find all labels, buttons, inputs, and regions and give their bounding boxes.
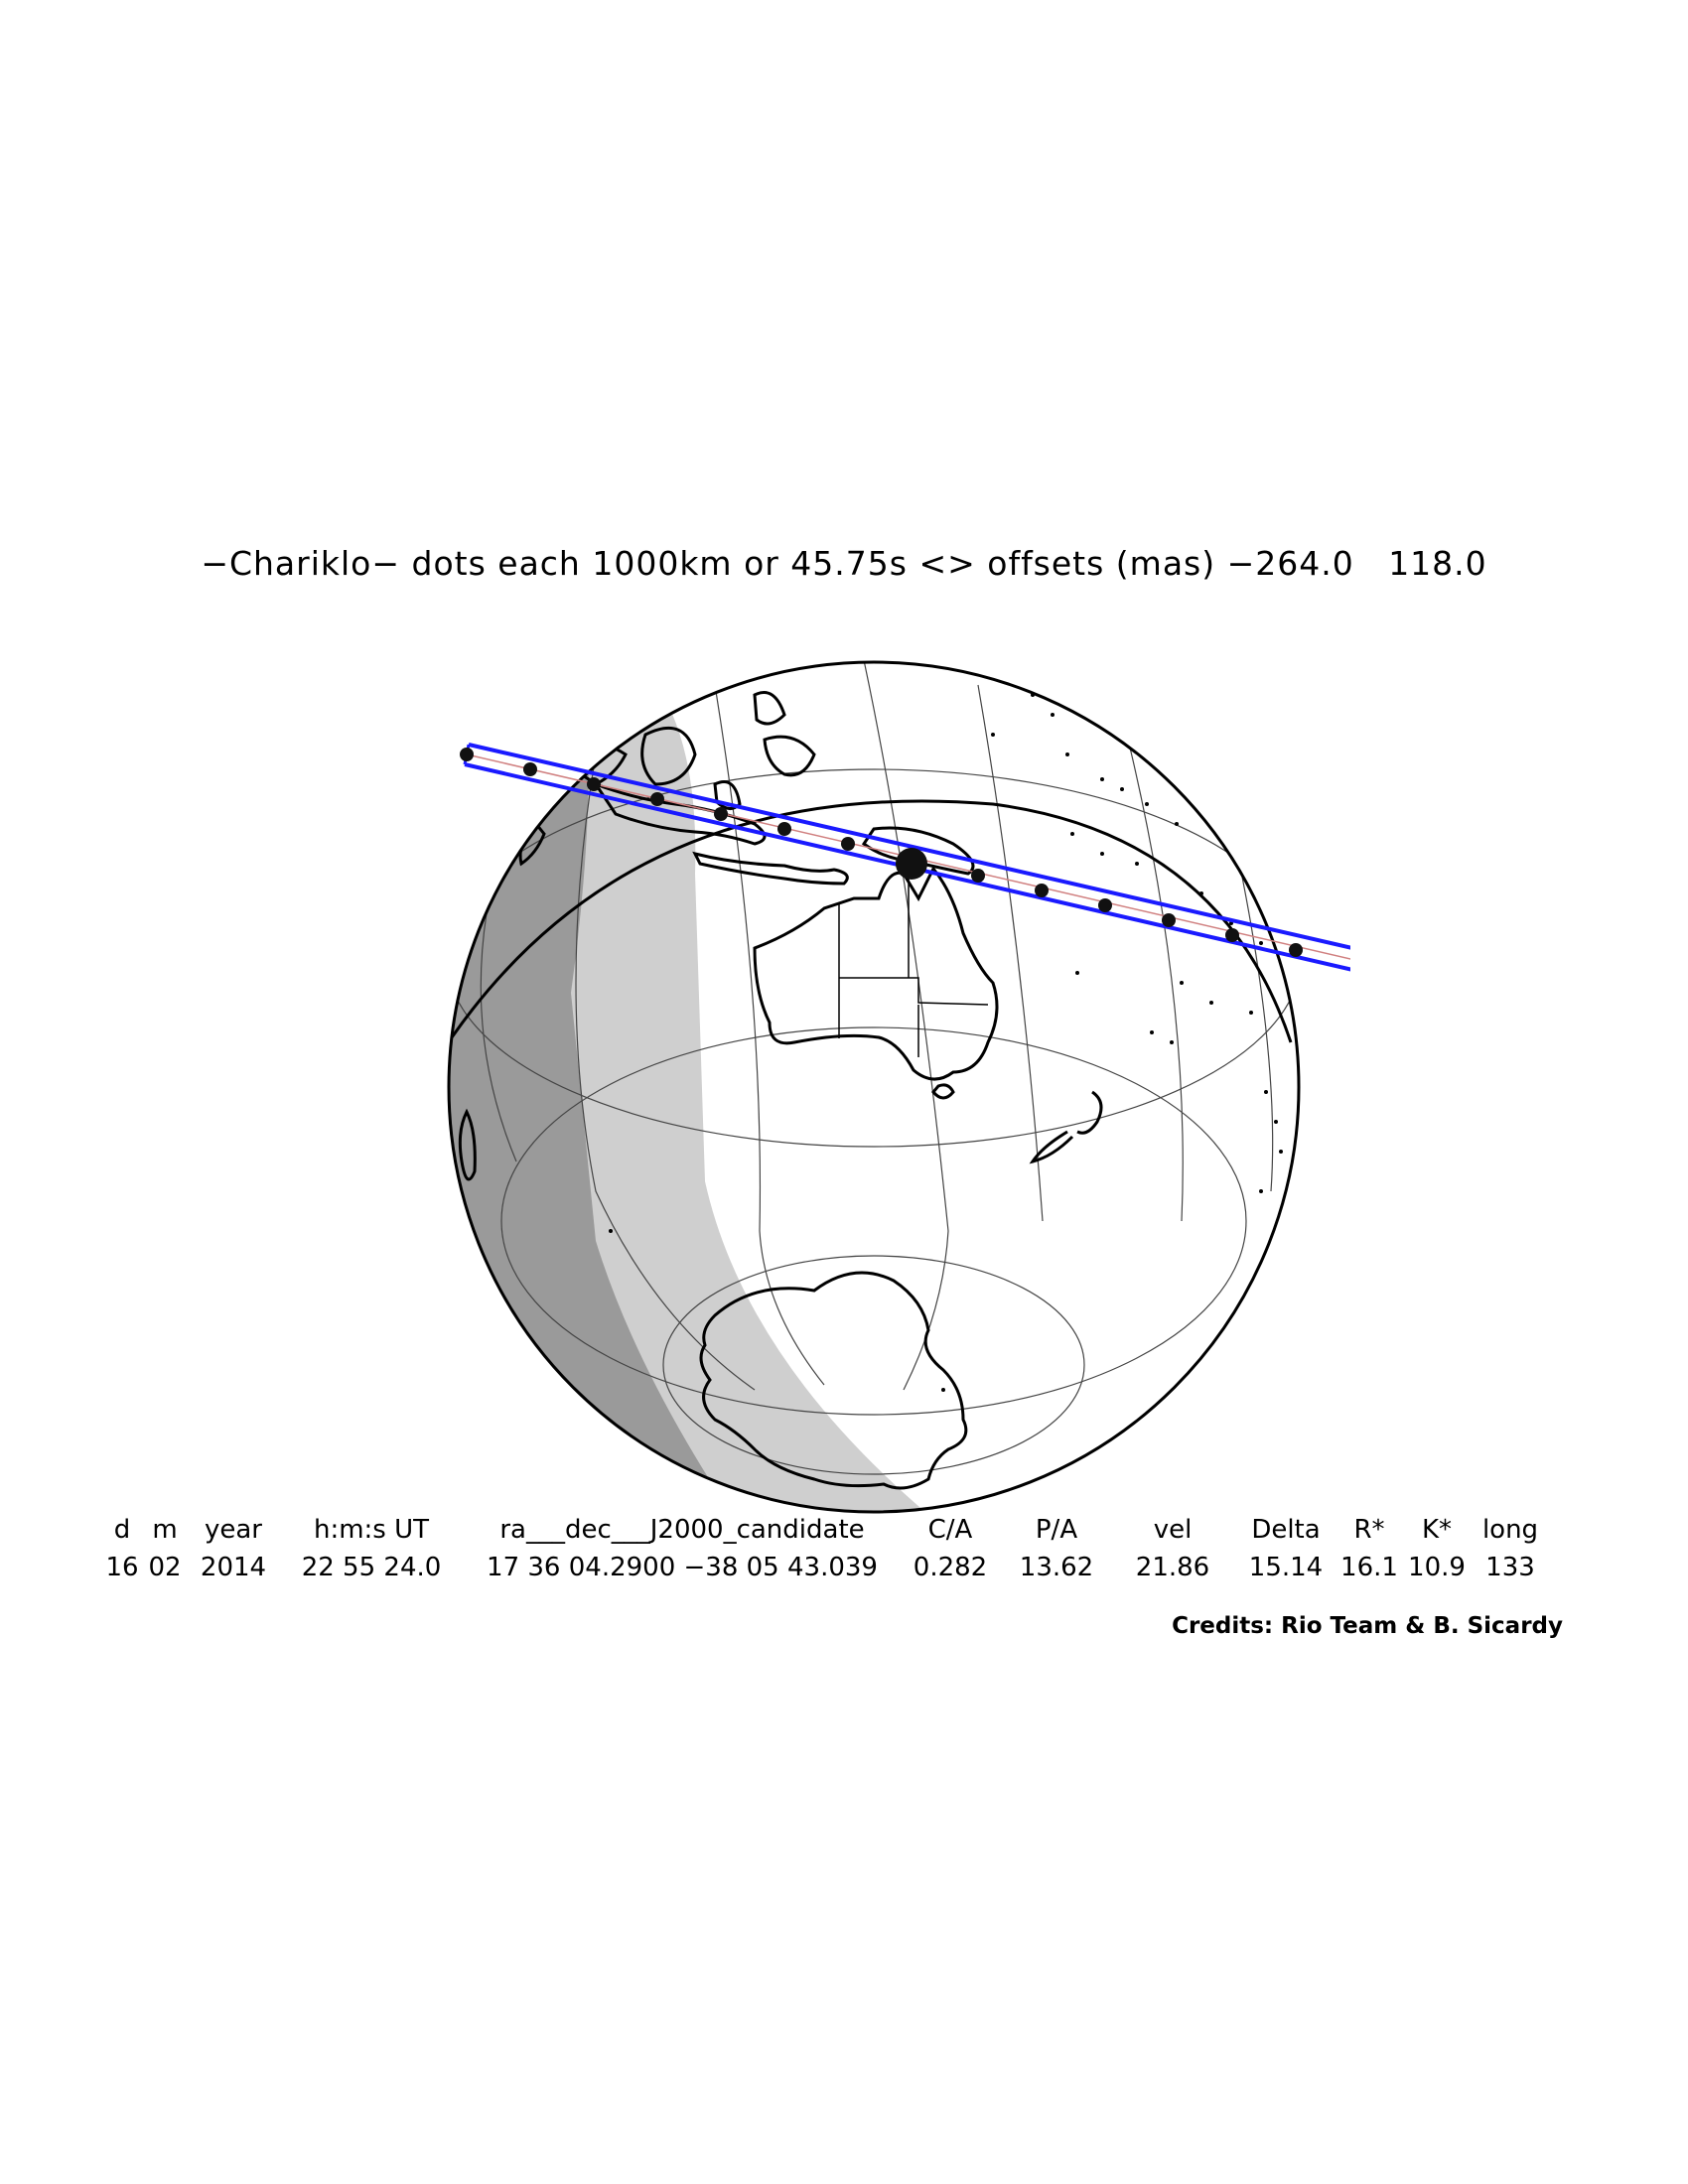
header-cell: C/A [927, 1515, 973, 1545]
header-cell: d [113, 1515, 131, 1545]
new-guinea-outline [861, 826, 975, 876]
value-cell: 15.14 [1248, 1553, 1324, 1582]
value-cell: 16.1 [1340, 1553, 1398, 1582]
value-cell: 16 [105, 1553, 139, 1582]
value-cell: 21.86 [1135, 1553, 1210, 1582]
header-cell: m [152, 1515, 178, 1545]
globe-map [447, 660, 1350, 1514]
header-cell: Delta [1251, 1515, 1321, 1545]
header-cell: vel [1153, 1515, 1193, 1545]
value-cell: 17 36 04.2900 −38 05 43.039 [487, 1553, 878, 1582]
value-cell: 0.282 [913, 1553, 988, 1582]
graticule [449, 662, 1299, 1475]
header-cell: R* [1353, 1515, 1385, 1545]
value-cell: 13.62 [1019, 1553, 1094, 1582]
table-header-row: d m year h:m:s UT ra___dec___J2000_candi… [104, 1511, 1548, 1549]
header-cell: ra___dec___J2000_candidate [499, 1515, 865, 1545]
value-cell: 10.9 [1408, 1553, 1466, 1582]
event-info-table: d m year h:m:s UT ra___dec___J2000_candi… [104, 1511, 1548, 1586]
header-cell: P/A [1035, 1515, 1078, 1545]
australia-outline [753, 866, 999, 1081]
header-cell: long [1481, 1515, 1539, 1545]
time-dots [460, 748, 1303, 957]
value-cell: 2014 [200, 1553, 267, 1582]
table-value-row: 16 02 2014 22 55 24.0 17 36 04.2900 −38 … [104, 1549, 1548, 1586]
value-cell: 22 55 24.0 [301, 1553, 442, 1582]
credits: Credits: Rio Team & B. Sicardy [1172, 1613, 1563, 1639]
value-cell: 133 [1485, 1553, 1535, 1582]
value-cell: 02 [148, 1553, 182, 1582]
header-cell: K* [1421, 1515, 1453, 1545]
header-cell: h:m:s UT [313, 1515, 430, 1545]
map-title: −Chariklo− dots each 1000km or 45.75s <>… [201, 544, 1487, 583]
pacific-islands [609, 693, 1283, 1392]
new-zealand-outline [1029, 1090, 1103, 1164]
globe-outline [447, 660, 1301, 1514]
antarctica-outline [699, 1271, 968, 1490]
header-cell: year [204, 1515, 262, 1545]
